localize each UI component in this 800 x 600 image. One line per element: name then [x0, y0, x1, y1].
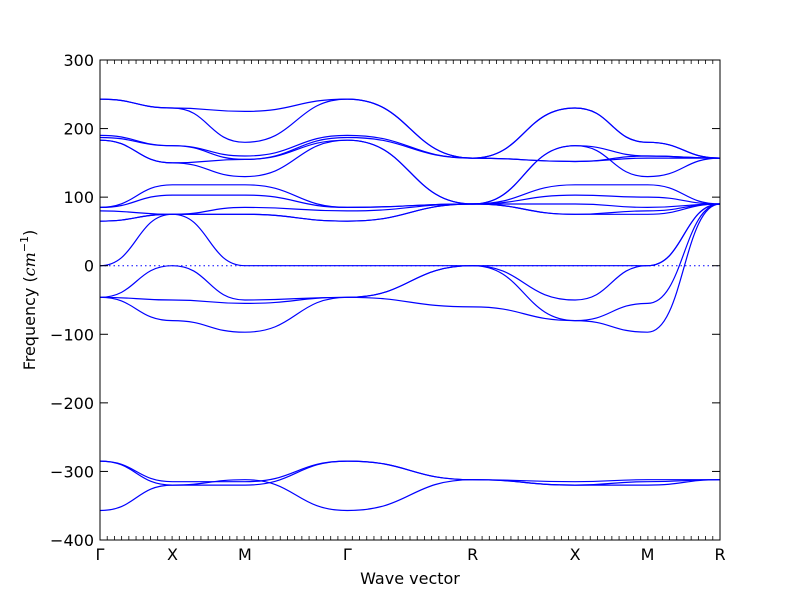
y-tick-label-6: −300	[50, 462, 94, 481]
band-line-11	[100, 203, 720, 222]
band-line-9	[100, 203, 720, 215]
y-axis-label-unit: cm	[20, 252, 39, 276]
band-series-group	[100, 98, 720, 512]
y-tick-label-0: 300	[63, 51, 94, 70]
band-line-14	[100, 203, 720, 333]
x-tick-label-6: M	[641, 545, 655, 564]
x-axis-label: Wave vector	[360, 569, 460, 588]
y-tick-label-3: 0	[84, 257, 94, 276]
y-axis-label: Frequency (cm−1)	[18, 230, 39, 371]
y-tick-label-7: −400	[50, 531, 94, 550]
x-tick-label-0: Γ	[96, 545, 105, 564]
x-tick-label-7: R	[714, 545, 725, 564]
plot-frame	[99, 59, 721, 541]
y-tick-label-2: 100	[63, 188, 94, 207]
band-line-18	[100, 479, 720, 512]
y-axis-label-text: Frequency (	[20, 276, 39, 370]
y-tick-label-1: 200	[63, 120, 94, 139]
band-line-12	[100, 203, 720, 301]
x-tick-label-5: X	[570, 545, 581, 564]
y-tick-label-5: −200	[50, 394, 94, 413]
x-tick-label-2: M	[238, 545, 252, 564]
y-tick-labels: 300 200 100 0 −100 −200 −300 −400	[50, 51, 94, 550]
band-line-8	[100, 194, 720, 209]
y-axis-label-exponent: −1	[18, 236, 31, 252]
y-tick-label-4: −100	[50, 325, 94, 344]
band-line-6	[100, 139, 720, 205]
band-line-2	[100, 98, 720, 159]
x-tick-label-4: R	[467, 545, 478, 564]
x-tick-label-1: X	[167, 545, 178, 564]
y-axis-label-close: )	[20, 230, 39, 236]
x-tick-label-3: Γ	[343, 545, 352, 564]
band-line-4	[100, 136, 720, 163]
